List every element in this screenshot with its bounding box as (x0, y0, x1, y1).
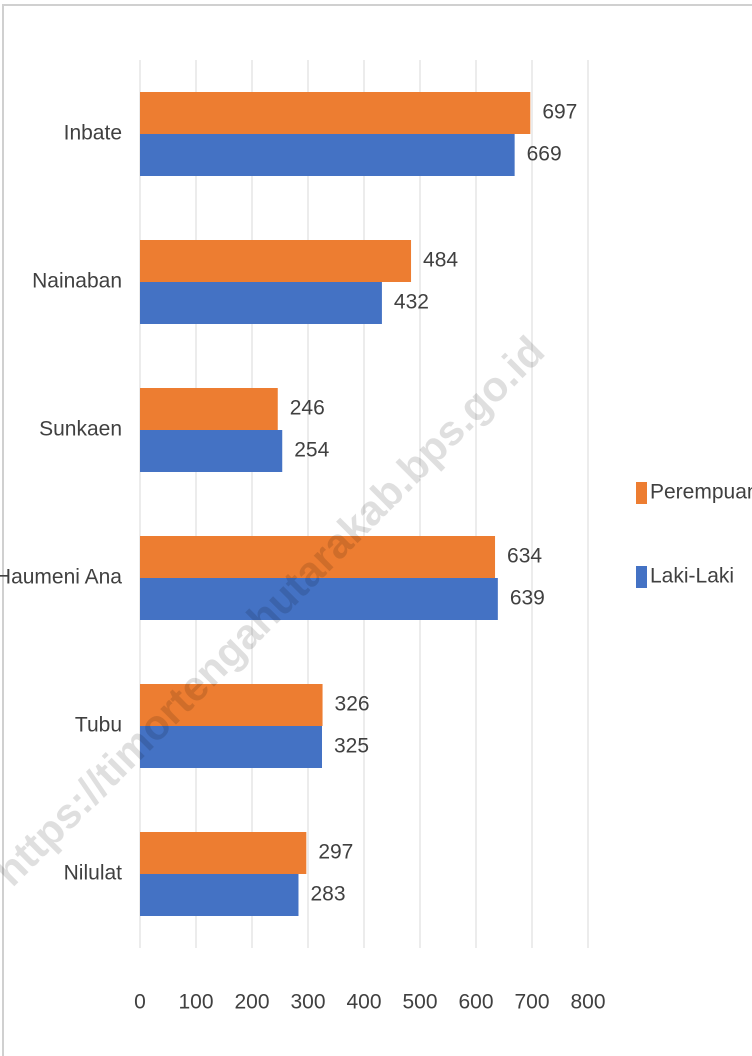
x-tick-label: 200 (234, 991, 269, 1014)
bar (140, 726, 322, 768)
data-label: 246 (290, 397, 325, 420)
legend-label: Laki-Laki (650, 565, 734, 588)
bar (140, 92, 531, 134)
bar (140, 134, 515, 176)
data-label: 634 (507, 545, 542, 568)
y-tick-label: Haumeni Ana (0, 566, 122, 589)
legend-label: Perempuan (650, 481, 752, 504)
y-tick-label: Inbate (64, 122, 122, 145)
bar (140, 388, 278, 430)
y-tick-label: Nilulat (64, 862, 123, 885)
x-tick-label: 300 (290, 991, 325, 1014)
x-tick-label: 0 (134, 991, 146, 1014)
data-label: 697 (542, 101, 577, 124)
data-label: 326 (335, 693, 370, 716)
bar (140, 832, 307, 874)
y-tick-label: Nainaban (32, 270, 122, 293)
data-label: 639 (510, 587, 545, 610)
y-tick-label: Sunkaen (39, 418, 122, 441)
bar (140, 684, 323, 726)
data-label: 484 (423, 249, 458, 272)
x-tick-label: 600 (458, 991, 493, 1014)
data-label: 432 (394, 291, 429, 314)
frame (2, 4, 752, 1056)
x-tick-label: 100 (178, 991, 213, 1014)
x-tick-label: 400 (346, 991, 381, 1014)
bar (140, 430, 283, 472)
legend-swatch (636, 566, 647, 588)
bar (140, 874, 299, 916)
bar (140, 282, 382, 324)
bar (140, 536, 496, 578)
data-label: 283 (310, 883, 345, 906)
x-tick-label: 800 (570, 991, 605, 1014)
bar (140, 578, 498, 620)
legend-swatch (636, 482, 647, 504)
bar (140, 240, 412, 282)
data-label: 297 (318, 841, 353, 864)
x-tick-label: 500 (402, 991, 437, 1014)
x-tick-label: 700 (514, 991, 549, 1014)
y-tick-label: Tubu (75, 714, 122, 737)
data-label: 254 (294, 439, 329, 462)
data-label: 325 (334, 735, 369, 758)
data-label: 669 (527, 143, 562, 166)
